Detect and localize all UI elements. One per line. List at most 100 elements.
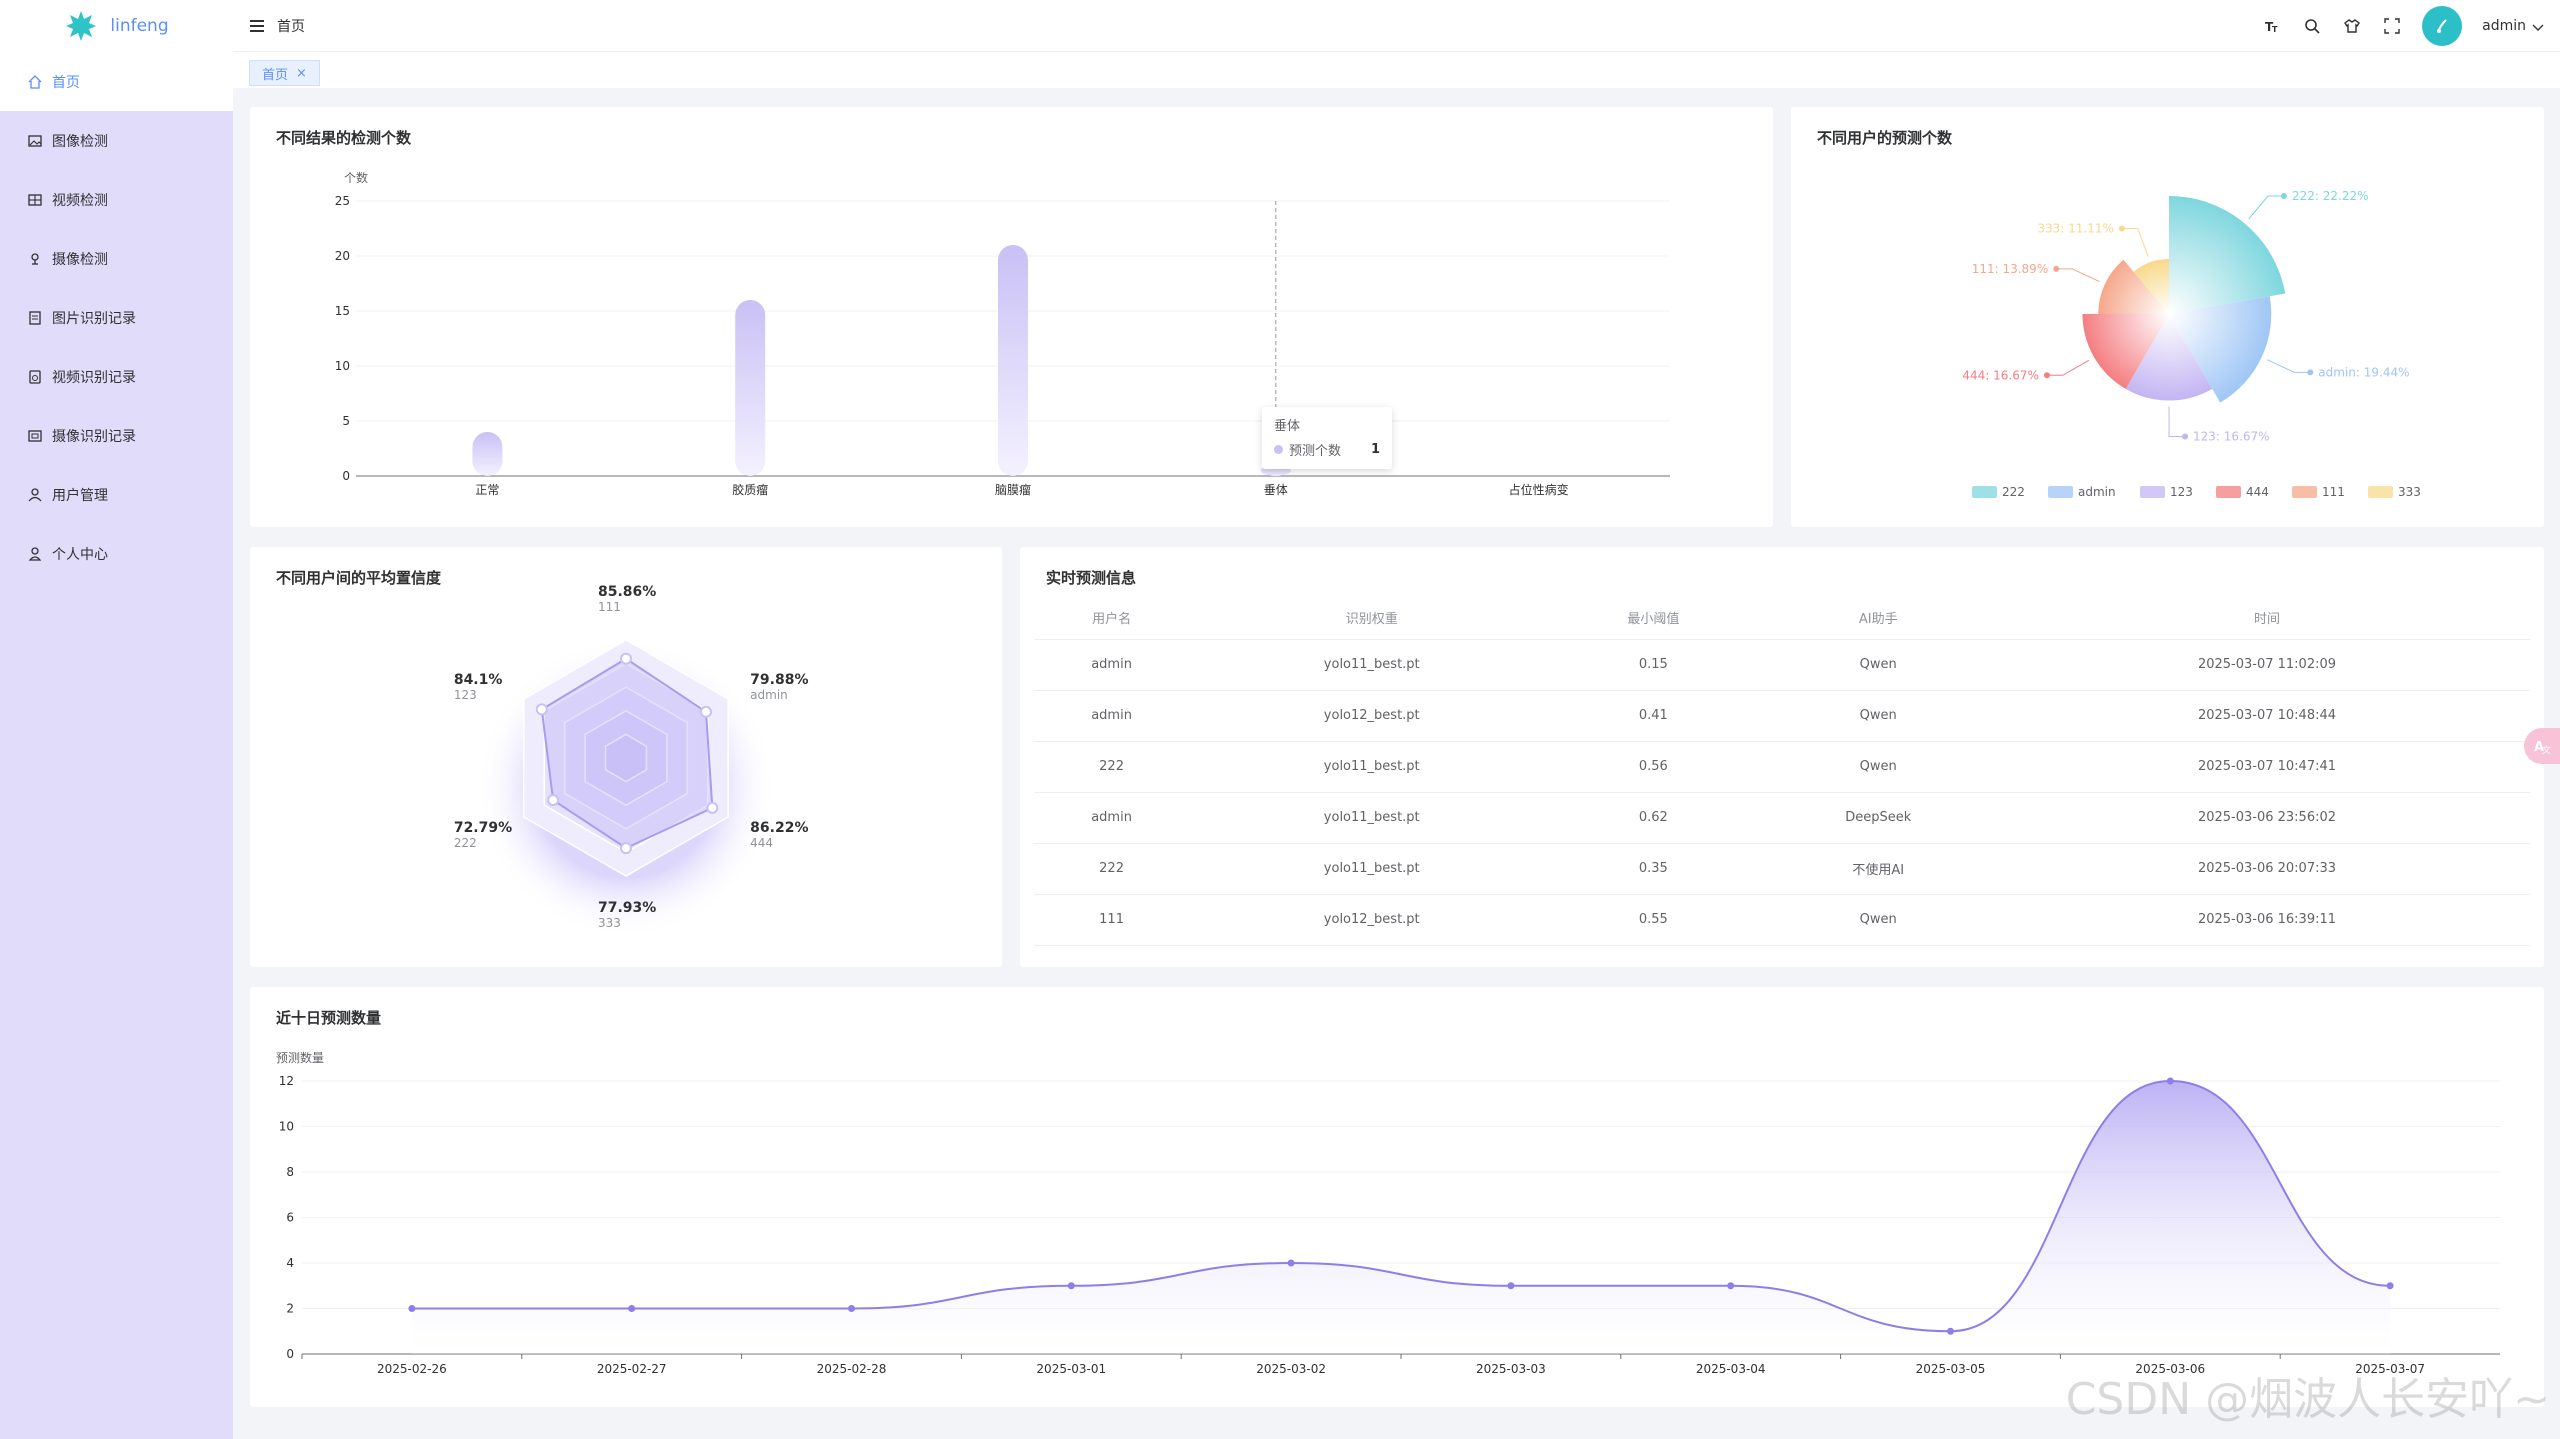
table-cell: 0.55 [1554, 894, 1753, 946]
pie-slice[interactable] [2125, 314, 2213, 401]
y-axis-name: 个数 [344, 170, 368, 185]
pie-slice[interactable] [2098, 259, 2169, 314]
line-point[interactable] [1287, 1259, 1295, 1267]
radar-point[interactable] [699, 705, 712, 718]
x-tick-label: 2025-03-04 [1696, 1362, 1766, 1376]
legend-swatch[interactable] [2292, 486, 2317, 498]
user-name[interactable]: admin [2482, 18, 2526, 34]
legend-label[interactable]: 333 [2398, 485, 2421, 499]
legend-swatch[interactable] [2048, 486, 2073, 498]
legend-label[interactable]: 123 [2170, 485, 2193, 499]
line-point[interactable] [848, 1305, 855, 1312]
avatar[interactable] [2422, 6, 2463, 46]
chevron-down-icon[interactable] [2532, 17, 2544, 36]
sidebar-item-user-manage[interactable]: 用户管理 [0, 465, 233, 524]
line-point[interactable] [1067, 1282, 1075, 1290]
column-header: 用户名 [1034, 597, 1190, 640]
bar[interactable] [472, 432, 503, 476]
table-cell: 111 [1034, 894, 1190, 946]
bar[interactable] [998, 245, 1028, 476]
sidebar-item-image[interactable]: 图像检测 [0, 111, 233, 170]
pie-slice[interactable] [2133, 259, 2169, 314]
line-series[interactable] [411, 1079, 2391, 1333]
radar-point[interactable] [706, 801, 719, 814]
sidebar-item-label: 视频识别记录 [52, 369, 136, 386]
table-cell: 0.41 [1554, 690, 1753, 742]
x-tick-label: 2025-02-26 [377, 1362, 447, 1376]
y-tick-label: 10 [335, 359, 350, 373]
tab-home[interactable]: 首页 × [249, 60, 320, 86]
table-row[interactable]: 222 yolo11_best.pt 0.35 不使用AI 2025-03-06 20:… [1034, 843, 2530, 895]
tooltip-series-name: 预测个数 [1289, 444, 1342, 459]
table-cell: yolo12_best.pt [1189, 894, 1555, 946]
y-tick-label: 4 [286, 1256, 294, 1270]
theme-icon[interactable] [2342, 16, 2362, 36]
sidebar-item-profile[interactable]: 个人中心 [0, 524, 233, 583]
profile-icon [26, 545, 44, 563]
x-tick-label: 2025-03-02 [1256, 1362, 1326, 1376]
chart-tooltip: 垂体 预测个数 1 [1262, 407, 1392, 469]
line-point[interactable] [408, 1305, 416, 1312]
legend-label[interactable]: 222 [2002, 485, 2025, 499]
sidebar-item-camera-record[interactable]: 摄像识别记录 [0, 406, 233, 465]
line-point[interactable] [1507, 1282, 1515, 1290]
line-point[interactable] [628, 1305, 636, 1312]
tooltip-series-marker [1274, 445, 1283, 454]
line-point[interactable] [1727, 1282, 1735, 1290]
line-point[interactable] [2166, 1077, 2174, 1085]
sidebar-item-camera[interactable]: 摄像检测 [0, 229, 233, 288]
legend-swatch[interactable] [2216, 486, 2241, 498]
video-record-icon [26, 368, 44, 386]
column-header: 识别权重 [1189, 597, 1555, 640]
x-tick-label: 2025-03-07 [2355, 1362, 2425, 1376]
close-icon[interactable]: × [296, 65, 307, 81]
menu-toggle-icon[interactable] [247, 16, 267, 36]
legend-label[interactable]: admin [2078, 485, 2116, 499]
logo[interactable]: linfeng [0, 0, 233, 52]
radar-chart: 85.86%111 79.88%admin 86.22%444 77.93%333 72… [454, 584, 808, 938]
table-cell: 0.56 [1554, 741, 1753, 793]
legend-label[interactable]: 111 [2322, 485, 2345, 499]
line-point[interactable] [2386, 1282, 2394, 1290]
x-tick-label: 2025-03-05 [1916, 1362, 1986, 1376]
breadcrumb[interactable]: 首页 [277, 18, 305, 35]
legend-label[interactable]: 444 [2246, 485, 2269, 499]
table-cell: 2025-03-07 11:02:09 [2004, 639, 2530, 691]
radar-point[interactable] [620, 842, 632, 855]
search-icon[interactable] [2302, 16, 2322, 36]
radar-point[interactable] [535, 703, 548, 716]
table-row[interactable]: 111 yolo12_best.pt 0.55 Qwen 2025-03-06 16:3… [1034, 894, 2530, 946]
table-row[interactable]: 222 yolo11_best.pt 0.56 Qwen 2025-03-07 10:4… [1034, 741, 2530, 793]
sidebar-item-home[interactable]: 首页 [0, 52, 233, 111]
pie-label-dot [2280, 193, 2287, 200]
table-row[interactable]: admin yolo12_best.pt 0.41 Qwen 2025-03-07 10… [1034, 690, 2530, 742]
sidebar-item-image-record[interactable]: 图片识别记录 [0, 288, 233, 347]
legend-swatch[interactable] [1972, 486, 1997, 498]
pie-slice[interactable] [2169, 196, 2286, 314]
fullscreen-icon[interactable] [2382, 16, 2402, 36]
table-cell: 0.62 [1554, 792, 1753, 844]
radar-indicator-name: 111 [598, 600, 621, 614]
pie-slice[interactable] [2082, 314, 2169, 389]
sidebar-item-video-record[interactable]: 视频识别记录 [0, 347, 233, 406]
legend-swatch[interactable] [2368, 486, 2393, 498]
pie-label-dot [2043, 372, 2050, 379]
table-row[interactable]: admin yolo11_best.pt 0.62 DeepSeek 2025-03-0… [1034, 792, 2530, 844]
bar[interactable] [735, 300, 766, 476]
tooltip-value: 1 [1370, 442, 1380, 457]
table-row[interactable]: admin yolo11_best.pt 0.15 Qwen 2025-03-07 11… [1034, 639, 2530, 691]
sidebar-item-video[interactable]: 视频检测 [0, 170, 233, 229]
table-cell: admin [1034, 792, 1190, 844]
x-tick-label: 占位性病变 [1509, 482, 1569, 497]
sidebar-item-label: 首页 [52, 74, 80, 91]
svg-text:文: 文 [2542, 744, 2551, 755]
legend-swatch[interactable] [2140, 486, 2165, 498]
radar-point[interactable] [620, 652, 632, 665]
sidebar-item-label: 图像检测 [52, 133, 108, 150]
line-point[interactable] [1947, 1327, 1954, 1335]
y-tick-label: 8 [286, 1165, 294, 1179]
pie-slice[interactable] [2169, 296, 2272, 403]
radar-point[interactable] [547, 794, 560, 807]
